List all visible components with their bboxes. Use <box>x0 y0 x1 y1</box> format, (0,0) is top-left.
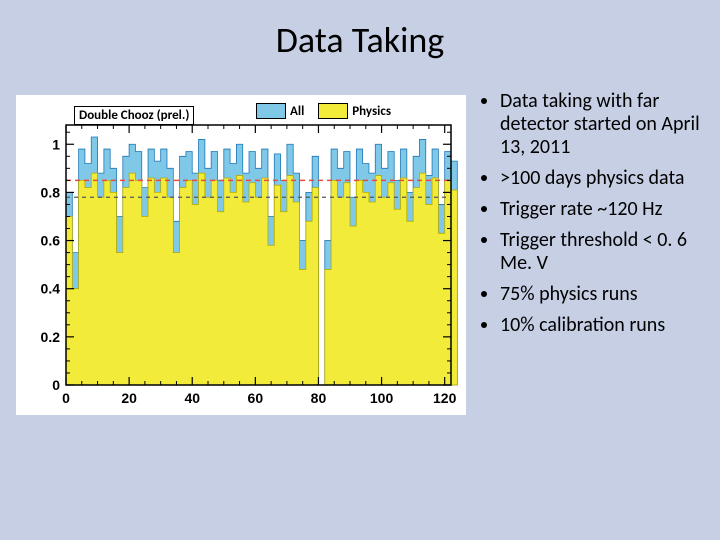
svg-text:0.4: 0.4 <box>41 281 61 297</box>
bullet-item: Trigger rate ~120 Hz <box>500 198 708 221</box>
svg-text:120: 120 <box>433 390 457 406</box>
svg-text:0.6: 0.6 <box>41 233 61 249</box>
svg-text:0.2: 0.2 <box>41 329 61 345</box>
efficiency-chart: Data taking efficiency Double Chooz (pre… <box>16 95 466 415</box>
svg-text:40: 40 <box>184 390 200 406</box>
page-title: Data Taking <box>0 18 720 62</box>
svg-text:1: 1 <box>52 136 60 152</box>
svg-text:60: 60 <box>248 390 264 406</box>
bullet-item: Data taking with far detector started on… <box>500 90 708 159</box>
bullet-item: Trigger threshold < 0. 6 Me. V <box>500 229 708 275</box>
svg-text:0: 0 <box>52 377 60 393</box>
bullet-list: Data taking with far detector started on… <box>480 90 708 345</box>
bullet-item: >100 days physics data <box>500 167 708 190</box>
bullet-item: 10% calibration runs <box>500 314 708 337</box>
svg-text:20: 20 <box>121 390 137 406</box>
chart-svg: 0 20 40 60 80 100 120 0 0.2 0.4 0.6 0.8 1 <box>16 95 466 415</box>
svg-text:80: 80 <box>311 390 327 406</box>
svg-text:0: 0 <box>62 390 70 406</box>
svg-text:0.8: 0.8 <box>41 184 61 200</box>
svg-text:100: 100 <box>370 390 394 406</box>
bullet-item: 75% physics runs <box>500 283 708 306</box>
